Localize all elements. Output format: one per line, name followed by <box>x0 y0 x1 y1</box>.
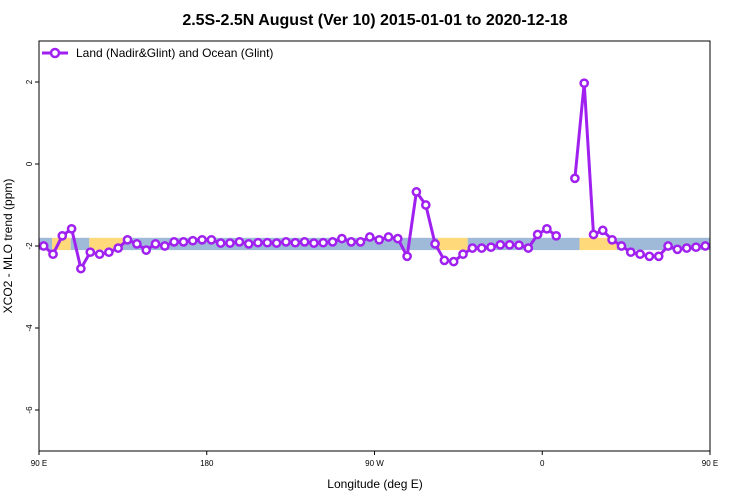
data-point <box>309 238 319 248</box>
data-point <box>411 187 422 197</box>
data-point <box>588 229 599 240</box>
x-axis-label: Longitude (deg E) <box>327 477 422 491</box>
y-axis-label: XCO2 - MLO trend (ppm) <box>1 179 15 314</box>
data-point <box>94 249 105 260</box>
data-point <box>197 234 207 245</box>
data-point <box>104 247 114 258</box>
y-tick-label: -4 <box>25 324 34 332</box>
data-point <box>635 249 645 260</box>
data-point <box>206 234 217 245</box>
data-point <box>439 255 450 266</box>
data-point <box>486 242 496 253</box>
data-point <box>159 241 170 251</box>
data-point <box>597 225 608 236</box>
data-point <box>48 249 58 260</box>
data-point <box>542 223 552 234</box>
legend-marker <box>49 47 61 59</box>
legend-label: Land (Nadir&Glint) and Ocean (Glint) <box>76 46 273 60</box>
data-point <box>113 243 124 253</box>
y-tick-label: -6 <box>25 406 34 414</box>
data-point <box>271 238 282 248</box>
data-point <box>402 251 412 262</box>
data-point <box>327 237 338 247</box>
data-point <box>570 173 580 184</box>
data-point <box>681 243 692 253</box>
data-point <box>420 200 431 210</box>
x-tick-label: 90 E <box>31 459 47 468</box>
data-point <box>625 247 636 258</box>
data-point <box>551 230 562 241</box>
data-point <box>346 237 357 247</box>
data-point <box>299 237 310 247</box>
data-point <box>253 237 263 248</box>
data-point <box>215 238 226 248</box>
data-point <box>57 230 68 241</box>
data-point <box>383 232 394 242</box>
data-point <box>495 239 506 250</box>
series-line <box>42 190 558 271</box>
y-axis-ticks: 2 0 -2 -4 -6 <box>25 79 39 414</box>
data-point <box>374 234 385 245</box>
data-point <box>262 237 273 248</box>
data-point <box>653 251 664 262</box>
data-point <box>355 237 366 247</box>
chart-title: 2.5S-2.5N August (Ver 10) 2015-01-01 to … <box>182 12 567 29</box>
data-point <box>644 251 655 262</box>
data-point <box>364 232 375 242</box>
data-point <box>504 239 515 250</box>
x-tick-label: 90 E <box>702 459 718 468</box>
data-point <box>448 256 459 267</box>
data-point <box>225 238 235 248</box>
data-point <box>281 237 291 247</box>
x-axis-ticks: 90 E 180 90 W 0 90 E <box>31 451 718 468</box>
data-point <box>392 233 403 244</box>
data-point <box>66 223 77 234</box>
data-point <box>514 240 524 251</box>
y-tick-label: -2 <box>25 242 34 250</box>
data-point <box>234 237 245 247</box>
data-point <box>187 235 198 246</box>
data-point <box>85 247 96 258</box>
x-tick-label: 90 W <box>365 459 384 468</box>
band-segment-land <box>437 237 468 251</box>
x-tick-label: 0 <box>540 459 545 468</box>
data-point <box>76 263 86 274</box>
data-point <box>169 237 179 247</box>
data-point <box>38 241 49 251</box>
data-point <box>532 229 543 240</box>
series-points <box>38 78 711 274</box>
y-tick-label: 2 <box>25 79 34 84</box>
data-point <box>290 237 301 248</box>
data-point <box>607 234 617 245</box>
y-tick-label: 0 <box>25 161 34 166</box>
data-point <box>691 242 701 253</box>
data-point <box>141 245 152 255</box>
data-point <box>243 239 254 249</box>
data-point <box>132 239 142 249</box>
data-point <box>458 249 468 260</box>
legend: Land (Nadir&Glint) and Ocean (Glint) <box>42 46 273 60</box>
data-point <box>672 244 683 255</box>
data-point <box>122 234 133 245</box>
data-point <box>337 233 347 244</box>
data-point <box>616 241 627 251</box>
data-point <box>476 243 487 253</box>
data-point <box>178 237 189 247</box>
data-point <box>318 237 329 248</box>
data-point <box>523 243 534 253</box>
data-point <box>663 241 673 251</box>
data-point <box>579 78 590 89</box>
data-point <box>467 243 478 253</box>
data-point <box>150 239 161 249</box>
x-tick-label: 180 <box>200 459 214 468</box>
data-point <box>430 239 440 249</box>
data-point <box>700 241 711 251</box>
